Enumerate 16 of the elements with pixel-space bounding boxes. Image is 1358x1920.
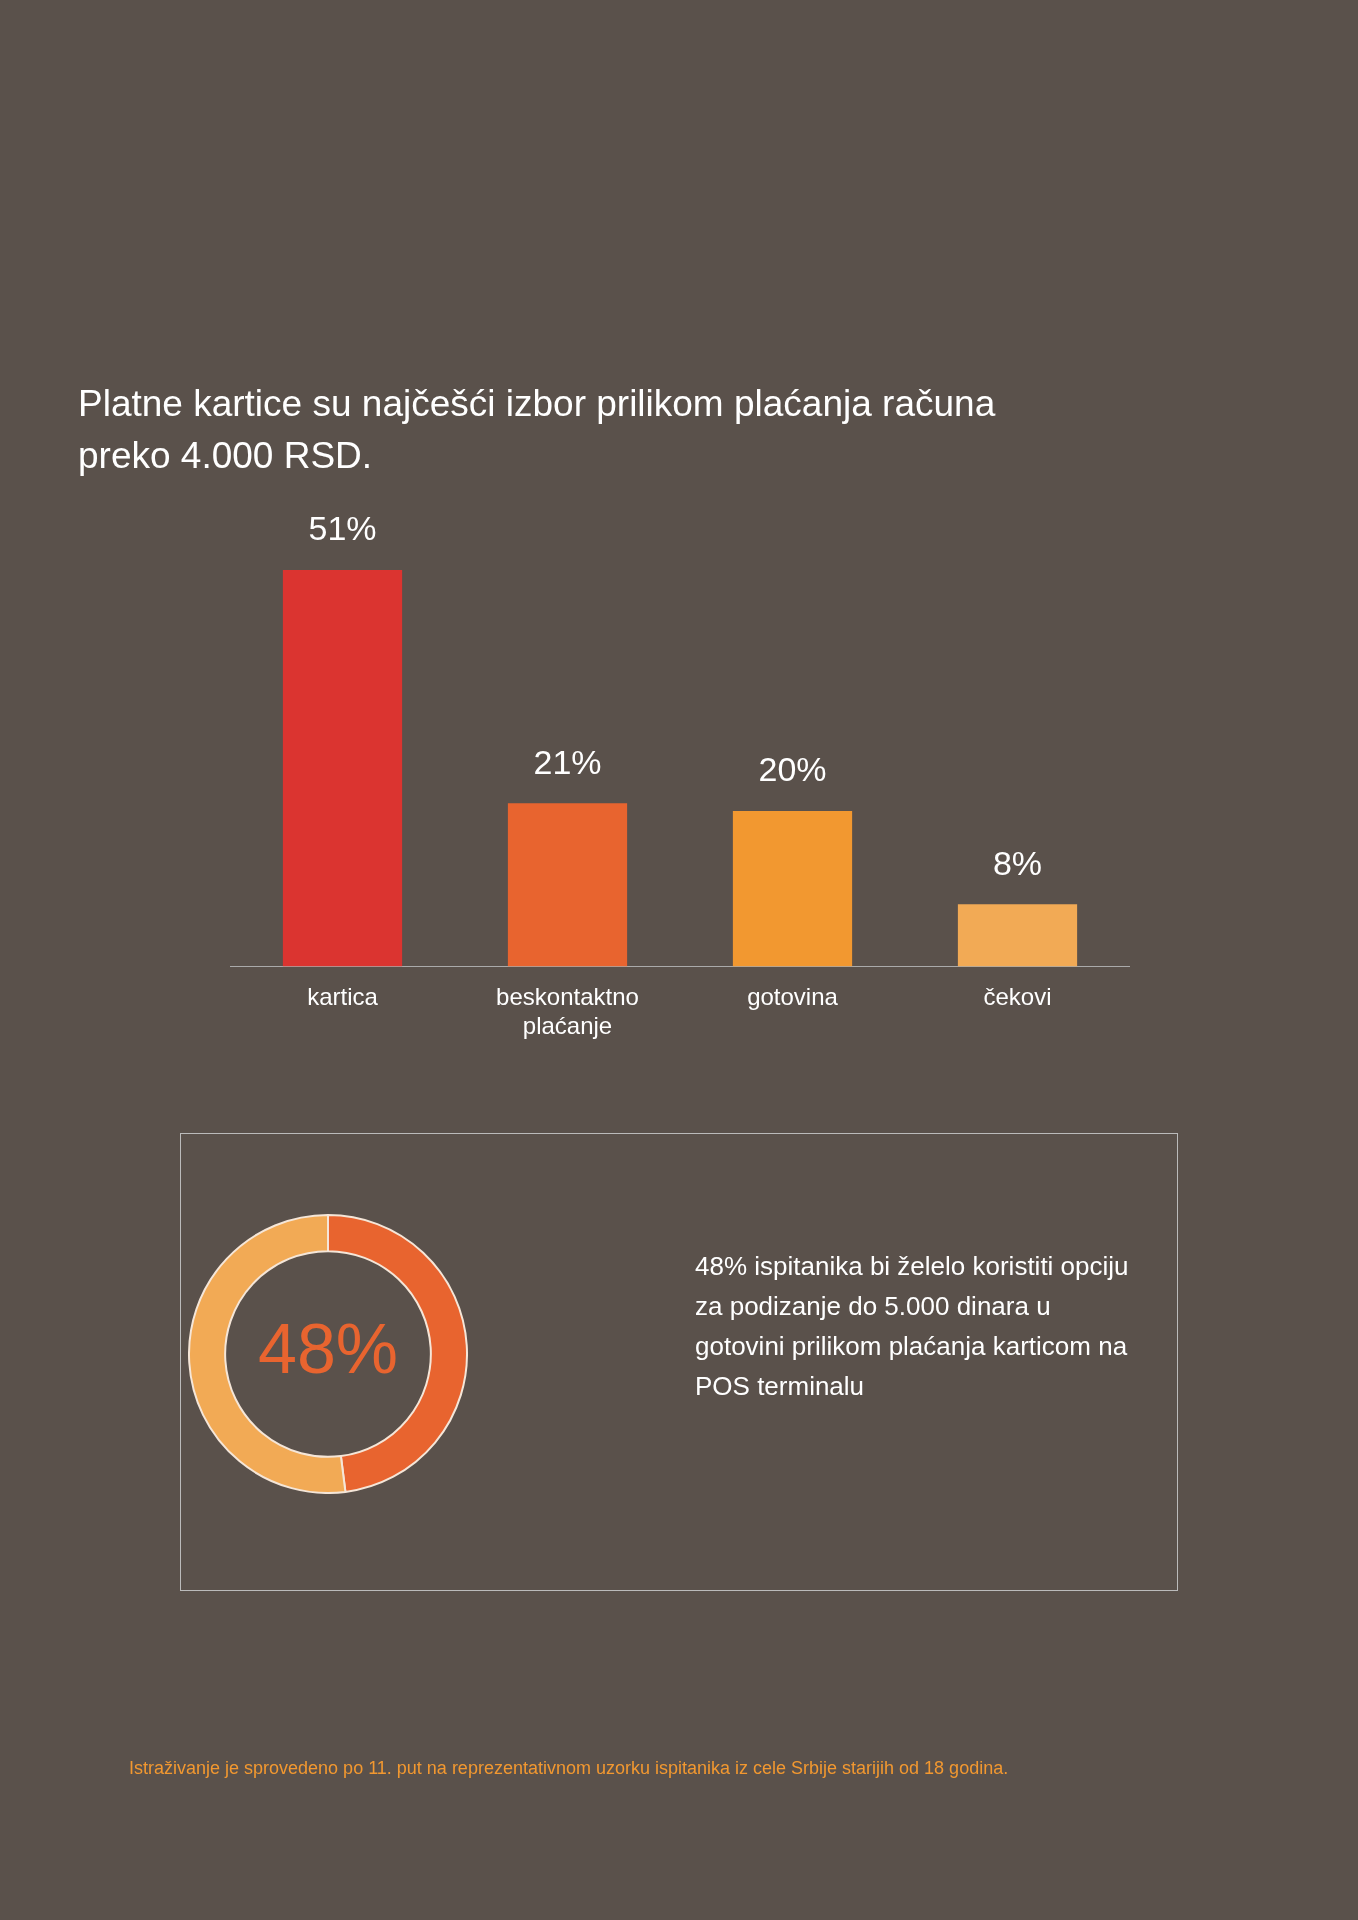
data-label: 51% — [308, 509, 377, 548]
bar — [732, 810, 853, 967]
data-label: 20% — [758, 750, 827, 789]
x-tick-label: kartica — [307, 983, 379, 1011]
x-tick-label: beskontaktno plaćanje — [496, 983, 639, 1040]
data-label: 8% — [992, 843, 1043, 882]
bar — [282, 569, 403, 967]
text: 48% ispitanika bi želelo koristiti opciju za podizanje do 5.000 dinara u gotovini prilikom plaćanja karticom na POS terminalu — [695, 1250, 1130, 1403]
data-label: 21% — [533, 742, 602, 781]
data-label: 48% — [257, 1310, 399, 1389]
x-tick-label: čekovi — [983, 983, 1052, 1011]
bar — [957, 904, 1078, 967]
text: Istraživanje je sprovedeno po 11. put na reprezentativnom uzorku ispitanika iz cele Srbije starijih od 18 godina. — [129, 1757, 1010, 1780]
chart-title: Platne kartice su najčešći izbor prilikom plaćanja računa preko 4.000 RSD. — [78, 382, 997, 478]
x-tick-label: gotovina — [747, 983, 839, 1011]
bar — [507, 803, 628, 967]
